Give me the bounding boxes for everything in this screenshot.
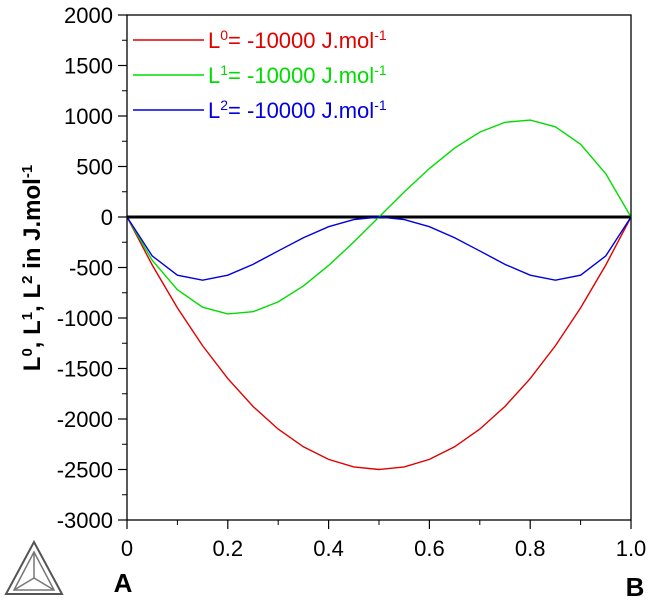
x-tick-label: 0.6 [414, 536, 445, 561]
series-line-l2 [126, 216, 632, 281]
x-end-label-a: A [114, 568, 133, 598]
y-tick-label: -3000 [57, 508, 113, 533]
plot-frame [126, 14, 632, 521]
y-tick-label: 2000 [64, 3, 113, 28]
legend-label: L0= -10000 J.mol-1 [208, 27, 387, 53]
x-tick-label: 0.2 [213, 536, 244, 561]
y-axis-label: L0, L1, L2 in J.mol-1 [19, 165, 47, 371]
x-tick-label: 1.0 [616, 536, 647, 561]
series-line-l0 [126, 216, 632, 471]
y-tick-label: -1500 [57, 357, 113, 382]
legend-item-l0: L0= -10000 J.mol-1 [133, 27, 387, 53]
legend-label: L1= -10000 J.mol-1 [208, 62, 387, 88]
legend-item-l2: L2= -10000 J.mol-1 [133, 97, 387, 123]
y-tick-label: 1000 [64, 104, 113, 129]
x-end-label-b: B [626, 572, 645, 601]
y-tick-label: -2000 [57, 407, 113, 432]
legend-label: L2= -10000 J.mol-1 [208, 97, 387, 123]
y-tick-label: 0 [101, 205, 113, 230]
thermocalc-logo-icon [4, 539, 64, 595]
x-tick-label: 0 [121, 536, 133, 561]
y-tick-label: 500 [76, 155, 113, 180]
x-tick-label: 0.8 [515, 536, 546, 561]
y-tick-label: -1000 [57, 306, 113, 331]
legend-item-l1: L1= -10000 J.mol-1 [133, 62, 387, 88]
y-tick-label: 1500 [64, 54, 113, 79]
x-tick-label: 0.4 [313, 536, 344, 561]
y-tick-label: -500 [69, 256, 113, 281]
y-tick-label: -2500 [57, 458, 113, 483]
